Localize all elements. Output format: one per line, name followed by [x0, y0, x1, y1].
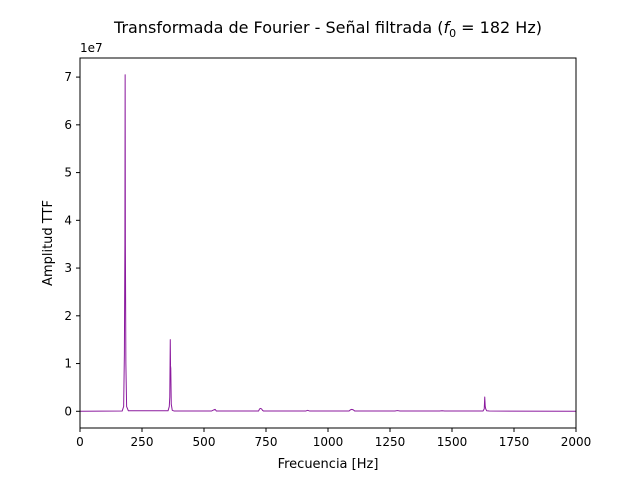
y-ticks: 0 1 2 3 4 5 6 7 [64, 70, 80, 418]
x-tick-label: 1750 [499, 435, 530, 449]
chart-title: Transformada de Fourier - Señal filtrada… [113, 18, 542, 40]
chart-title-var: f [443, 18, 451, 37]
fft-series-line [79, 74, 577, 412]
chart-title-sub: 0 [449, 27, 456, 40]
y-tick-label: 5 [64, 166, 72, 180]
y-tick-label: 7 [64, 70, 72, 84]
x-tick-label: 0 [76, 435, 84, 449]
chart-title-main: Transformada de Fourier - Señal filtrada… [113, 18, 443, 37]
chart-title-tail: = 182 Hz) [456, 18, 542, 37]
y-tick-label: 1 [64, 357, 72, 371]
plot-area-frame [79, 57, 577, 429]
y-tick-label: 0 [64, 404, 72, 418]
x-tick-label: 500 [193, 435, 216, 449]
y-tick-label: 4 [64, 213, 72, 227]
x-tick-label: 250 [131, 435, 154, 449]
x-ticks: 0 250 500 750 1000 1250 1500 1750 2000 [76, 428, 591, 449]
y-tick-label: 2 [64, 309, 72, 323]
x-tick-label: 1000 [313, 435, 344, 449]
x-tick-label: 750 [255, 435, 278, 449]
y-axis-label: Amplitud TTF [41, 200, 56, 286]
y-multiplier-label: 1e7 [80, 41, 103, 55]
x-tick-label: 2000 [561, 435, 592, 449]
x-axis-label: Frecuencia [Hz] [278, 457, 379, 472]
y-tick-label: 3 [64, 261, 72, 275]
y-tick-label: 6 [64, 118, 72, 132]
series-line-layer [79, 74, 577, 412]
x-tick-label: 1500 [437, 435, 468, 449]
x-tick-label: 1250 [375, 435, 406, 449]
